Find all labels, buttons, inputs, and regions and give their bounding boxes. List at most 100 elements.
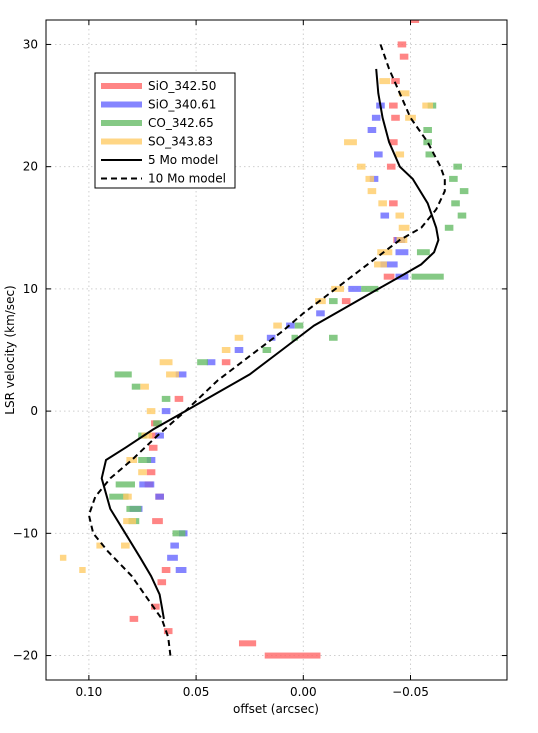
sio-342-50-bar	[386, 163, 396, 170]
sio-340-61-bar	[155, 493, 164, 500]
y-tick-label: 20	[23, 160, 38, 174]
so-343-83-bar	[138, 469, 147, 476]
legend-label-sio-342-50: SiO_342.50	[148, 79, 216, 93]
sio-342-50-bar	[146, 469, 156, 476]
co-342-65-bar	[411, 273, 444, 280]
sio-342-50-bar	[238, 640, 257, 647]
sio-340-61-bar	[175, 371, 187, 378]
co-342-65-bar	[126, 505, 142, 512]
co-342-65-bar	[153, 420, 162, 427]
sio-342-50-bar	[399, 53, 409, 60]
so-343-83-bar	[159, 359, 173, 366]
sio-340-61-bar	[374, 151, 383, 158]
so-343-83-bar	[126, 457, 138, 463]
co-342-65-bar	[329, 298, 338, 305]
so-343-83-bar	[395, 212, 405, 219]
plot-frame	[45, 19, 508, 681]
so-343-83-bar	[377, 249, 393, 256]
legend-label-10-mo-model: 10 Mo model	[148, 172, 226, 186]
y-tick-label: 0	[30, 404, 38, 418]
so-343-83-bar	[273, 322, 282, 329]
co-342-65-bar	[425, 151, 435, 158]
co-342-65-bar	[453, 163, 462, 170]
so-343-83-bar	[121, 542, 130, 549]
co-342-65-bar	[459, 188, 469, 195]
so-343-83-bar	[96, 542, 103, 549]
sio-340-61-bar	[139, 481, 155, 488]
co-342-65-bar	[444, 224, 454, 231]
sio-342-50-bar	[410, 20, 420, 23]
sio-340-61-bar	[348, 285, 362, 292]
so-343-83-bar	[141, 432, 153, 439]
so-343-83-bar	[123, 518, 137, 525]
10-mo-model-line	[87, 44, 446, 656]
sio-340-61-bar	[395, 249, 409, 256]
legend-label-so-343-83: SO_343.83	[148, 135, 213, 149]
sio-340-61-bar	[170, 542, 179, 549]
co-342-65-bar	[262, 347, 272, 353]
x-tick-label: 0.10	[76, 685, 103, 699]
so-343-83-bar	[221, 347, 231, 353]
x-tick-label: 0.00	[290, 685, 317, 699]
co-342-65-bar	[451, 200, 460, 207]
y-tick-label: −10	[13, 526, 38, 540]
co-342-65-bar	[457, 212, 467, 219]
sio-342-50-bar	[389, 200, 398, 207]
so-343-83-bar	[166, 371, 179, 378]
sio-342-50-bar	[397, 41, 407, 48]
sio-340-61-bar	[367, 127, 377, 133]
so-343-83-bar	[234, 334, 244, 341]
sio-342-50-bar	[389, 102, 398, 109]
sio-342-50-bar	[161, 567, 171, 573]
legend: SiO_342.50 SiO_340.61 CO_342.65 SO_343.83 5 …	[94, 72, 236, 189]
so-343-83-bar	[367, 188, 377, 195]
co-342-65-bar	[114, 371, 132, 378]
5-mo-model-line	[100, 68, 440, 620]
so-343-83-bar	[79, 567, 86, 573]
sio-342-50-bar	[341, 298, 351, 305]
so-343-83-bar	[146, 408, 156, 415]
y-axis-label: LSR velocity (km/sec)	[3, 285, 17, 414]
sio-342-50-bar	[389, 139, 398, 146]
ticks: 0.10 0.05 0.00 −0.05 −20 −10 0 10 20 30	[13, 20, 507, 699]
sio-340-61-bar	[146, 457, 156, 463]
so-343-83-bar	[356, 163, 366, 170]
so-343-83-bar	[396, 237, 408, 243]
y-tick-label: 30	[23, 37, 38, 51]
sio-340-61-bar	[161, 408, 171, 415]
sio-342-50-bar	[152, 518, 163, 525]
sio-340-61-bar	[266, 334, 276, 341]
co-342-65-bar	[423, 127, 432, 133]
so-343-83-bar	[331, 285, 345, 292]
sio-340-61-bar	[380, 261, 398, 268]
sio-342-50-bar	[148, 432, 158, 439]
so-343-83-bar	[59, 554, 67, 561]
co-342-65-bar	[131, 383, 141, 390]
data-layer	[59, 20, 469, 659]
co-342-65-bar	[361, 285, 379, 292]
sio-342-50-bar	[383, 273, 395, 280]
sio-342-50-bar	[221, 359, 231, 366]
co-342-65-bar	[291, 334, 298, 341]
co-342-65-bar	[329, 334, 338, 341]
x-tick-label: 0.05	[183, 685, 210, 699]
legend-label-co-342-65: CO_342.65	[148, 116, 214, 130]
sio-342-50-bar	[391, 78, 400, 85]
sio-342-50-bar	[163, 628, 173, 635]
legend-label-sio-340-61: SiO_340.61	[148, 98, 216, 112]
co-342-65-bar	[115, 481, 135, 488]
legend-label-5-mo-model: 5 Mo model	[148, 153, 218, 167]
sio-340-61-bar	[286, 322, 295, 329]
sio-340-61-bar	[380, 212, 390, 219]
so-343-83-bar	[123, 493, 132, 500]
y-tick-label: 10	[23, 282, 38, 296]
sio-342-50-bar	[391, 114, 400, 121]
co-342-65-bar	[294, 322, 304, 329]
so-343-83-bar	[365, 175, 375, 182]
sio-340-61-bar	[175, 567, 187, 573]
so-343-83-bar	[398, 90, 410, 97]
sio-342-50-bar	[148, 444, 158, 451]
x-axis-label: offset (arcsec)	[233, 702, 319, 716]
